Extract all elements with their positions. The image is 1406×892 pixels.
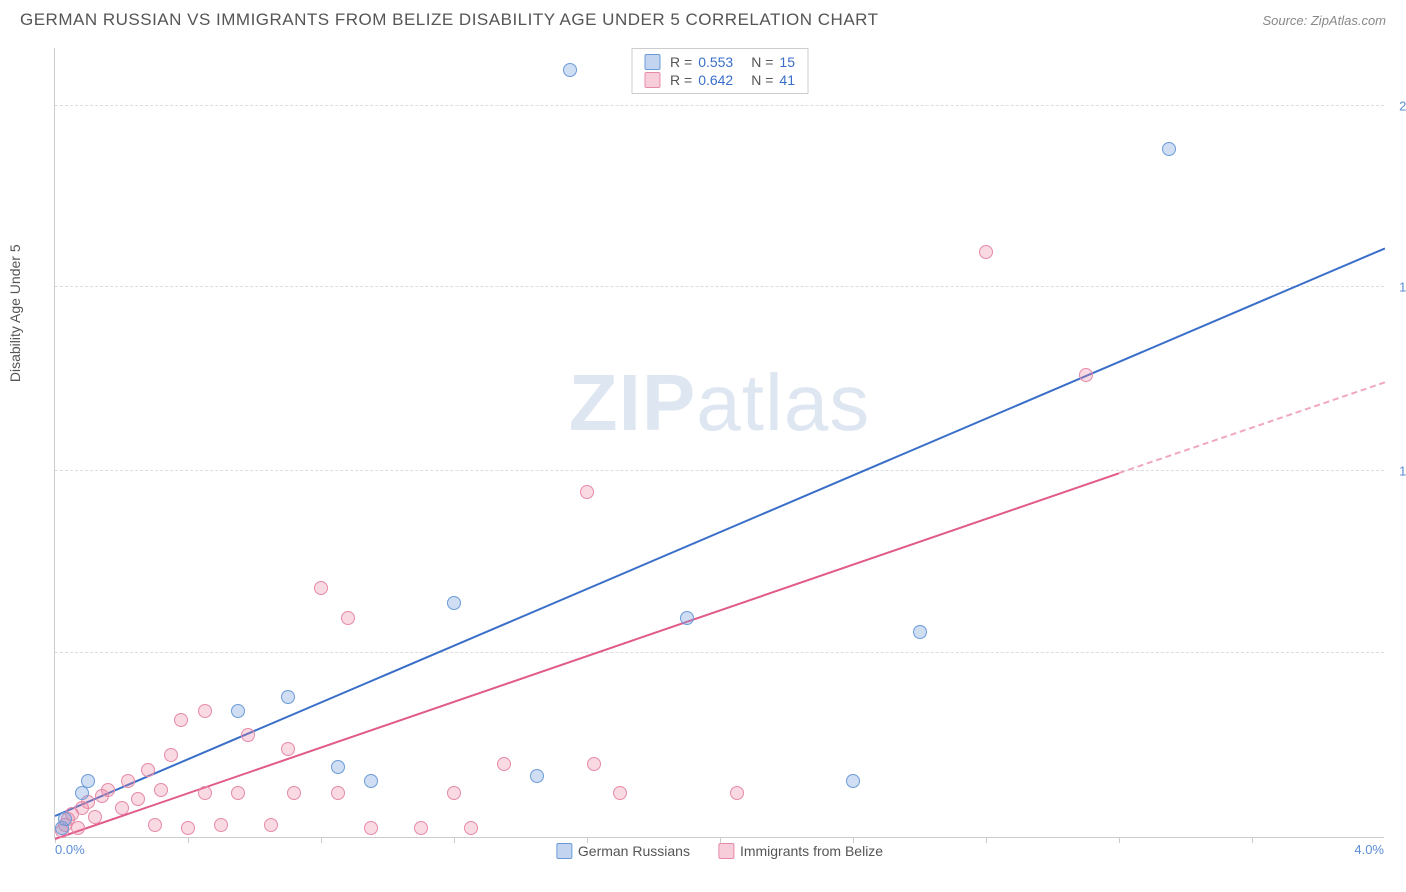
x-tick bbox=[1252, 837, 1253, 843]
grid-line bbox=[55, 652, 1384, 653]
scatter-point-blue bbox=[281, 690, 295, 704]
scatter-point-pink bbox=[214, 818, 228, 832]
grid-line bbox=[55, 105, 1384, 106]
scatter-point-pink bbox=[341, 611, 355, 625]
x-tick bbox=[1119, 837, 1120, 843]
scatter-point-pink bbox=[331, 786, 345, 800]
scatter-point-pink bbox=[979, 245, 993, 259]
scatter-point-pink bbox=[1079, 368, 1093, 382]
x-tick bbox=[720, 837, 721, 843]
scatter-point-blue bbox=[231, 704, 245, 718]
scatter-point-pink bbox=[198, 786, 212, 800]
scatter-point-pink bbox=[447, 786, 461, 800]
legend-swatch-pink bbox=[644, 72, 660, 88]
scatter-point-pink bbox=[364, 821, 378, 835]
x-tick bbox=[986, 837, 987, 843]
chart-header: GERMAN RUSSIAN VS IMMIGRANTS FROM BELIZE… bbox=[0, 0, 1406, 38]
scatter-point-blue bbox=[846, 774, 860, 788]
chart-title: GERMAN RUSSIAN VS IMMIGRANTS FROM BELIZE… bbox=[20, 10, 879, 30]
series-legend: German Russians Immigrants from Belize bbox=[556, 843, 883, 859]
x-axis-min-label: 0.0% bbox=[55, 842, 85, 857]
scatter-point-blue bbox=[81, 774, 95, 788]
scatter-point-blue bbox=[530, 769, 544, 783]
scatter-point-blue bbox=[331, 760, 345, 774]
scatter-point-pink bbox=[314, 581, 328, 595]
scatter-point-pink bbox=[198, 704, 212, 718]
x-tick bbox=[454, 837, 455, 843]
chart-container: ZIPatlas Disability Age Under 5 R = 0.55… bbox=[54, 48, 1384, 838]
scatter-point-pink bbox=[154, 783, 168, 797]
x-tick bbox=[188, 837, 189, 843]
legend-swatch-blue bbox=[556, 843, 572, 859]
grid-line bbox=[55, 470, 1384, 471]
correlation-legend: R = 0.553 N = 15 R = 0.642 N = 41 bbox=[631, 48, 808, 94]
scatter-point-blue bbox=[913, 625, 927, 639]
scatter-point-pink bbox=[613, 786, 627, 800]
correlation-legend-row: R = 0.642 N = 41 bbox=[644, 71, 795, 89]
legend-swatch-pink bbox=[718, 843, 734, 859]
x-tick bbox=[587, 837, 588, 843]
y-tick-label: 25.0% bbox=[1399, 98, 1406, 113]
scatter-point-pink bbox=[241, 728, 255, 742]
plot-area: ZIPatlas Disability Age Under 5 R = 0.55… bbox=[54, 48, 1384, 838]
scatter-point-blue bbox=[1162, 142, 1176, 156]
scatter-point-pink bbox=[730, 786, 744, 800]
trend-line-pink bbox=[55, 472, 1120, 840]
x-tick bbox=[853, 837, 854, 843]
y-tick-label: 12.5% bbox=[1399, 464, 1406, 479]
scatter-point-pink bbox=[115, 801, 129, 815]
scatter-point-pink bbox=[231, 786, 245, 800]
watermark: ZIPatlas bbox=[569, 357, 870, 449]
scatter-point-pink bbox=[71, 821, 85, 835]
correlation-legend-row: R = 0.553 N = 15 bbox=[644, 53, 795, 71]
scatter-point-blue bbox=[563, 63, 577, 77]
scatter-point-pink bbox=[181, 821, 195, 835]
x-axis-max-label: 4.0% bbox=[1354, 842, 1384, 857]
scatter-point-blue bbox=[58, 812, 72, 826]
scatter-point-pink bbox=[580, 485, 594, 499]
scatter-point-pink bbox=[587, 757, 601, 771]
scatter-point-pink bbox=[174, 713, 188, 727]
scatter-point-pink bbox=[287, 786, 301, 800]
scatter-point-pink bbox=[121, 774, 135, 788]
scatter-point-pink bbox=[264, 818, 278, 832]
scatter-point-pink bbox=[101, 783, 115, 797]
grid-line bbox=[55, 286, 1384, 287]
scatter-point-blue bbox=[680, 611, 694, 625]
y-axis-label: Disability Age Under 5 bbox=[7, 244, 23, 382]
legend-swatch-blue bbox=[644, 54, 660, 70]
scatter-point-pink bbox=[148, 818, 162, 832]
scatter-point-pink bbox=[497, 757, 511, 771]
scatter-point-pink bbox=[164, 748, 178, 762]
scatter-point-pink bbox=[88, 810, 102, 824]
scatter-point-blue bbox=[364, 774, 378, 788]
y-tick-label: 18.8% bbox=[1399, 279, 1406, 294]
trend-line-pink-dashed bbox=[1119, 382, 1386, 475]
scatter-point-pink bbox=[414, 821, 428, 835]
series-legend-item: Immigrants from Belize bbox=[718, 843, 883, 859]
x-tick bbox=[321, 837, 322, 843]
scatter-point-pink bbox=[131, 792, 145, 806]
scatter-point-pink bbox=[464, 821, 478, 835]
scatter-point-blue bbox=[447, 596, 461, 610]
scatter-point-pink bbox=[141, 763, 155, 777]
chart-source: Source: ZipAtlas.com bbox=[1262, 13, 1386, 28]
series-legend-item: German Russians bbox=[556, 843, 690, 859]
scatter-point-pink bbox=[281, 742, 295, 756]
